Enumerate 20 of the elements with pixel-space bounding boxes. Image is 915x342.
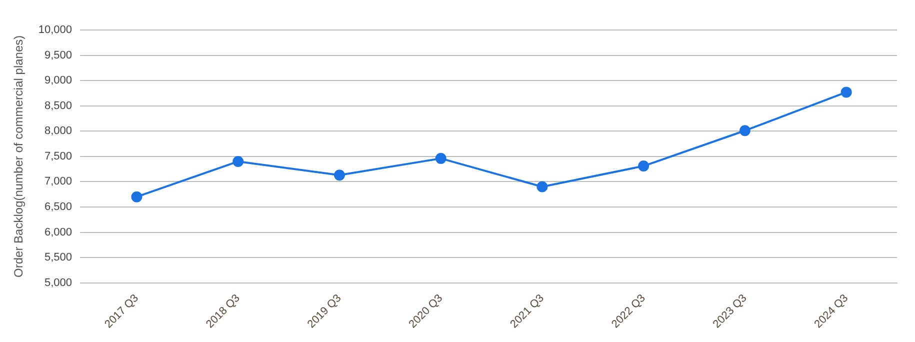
point	[840, 86, 852, 98]
point	[536, 181, 548, 192]
point	[334, 170, 345, 181]
y-tick-label: 10,000	[38, 24, 72, 36]
y-tick-label: 6,500	[44, 201, 72, 214]
y-axis-title: Order Backlog(number of commercial planes)	[12, 35, 26, 278]
point	[232, 156, 244, 167]
point	[739, 125, 750, 136]
y-tick-label: 9,000	[44, 74, 72, 87]
y-tick-label: 8,500	[44, 100, 72, 112]
y-tick-label: 9,500	[44, 49, 72, 62]
y-tick-label: 5,000	[44, 276, 72, 289]
y-tick-label: 5,500	[44, 252, 72, 264]
point	[131, 191, 142, 202]
y-tick-label: 7,000	[44, 176, 72, 188]
point	[435, 152, 446, 164]
y-tick-label: 7,500	[44, 150, 72, 162]
y-tick-label: 8,000	[44, 125, 72, 138]
point	[638, 160, 650, 172]
y-tick-label: 6,000	[44, 226, 72, 238]
